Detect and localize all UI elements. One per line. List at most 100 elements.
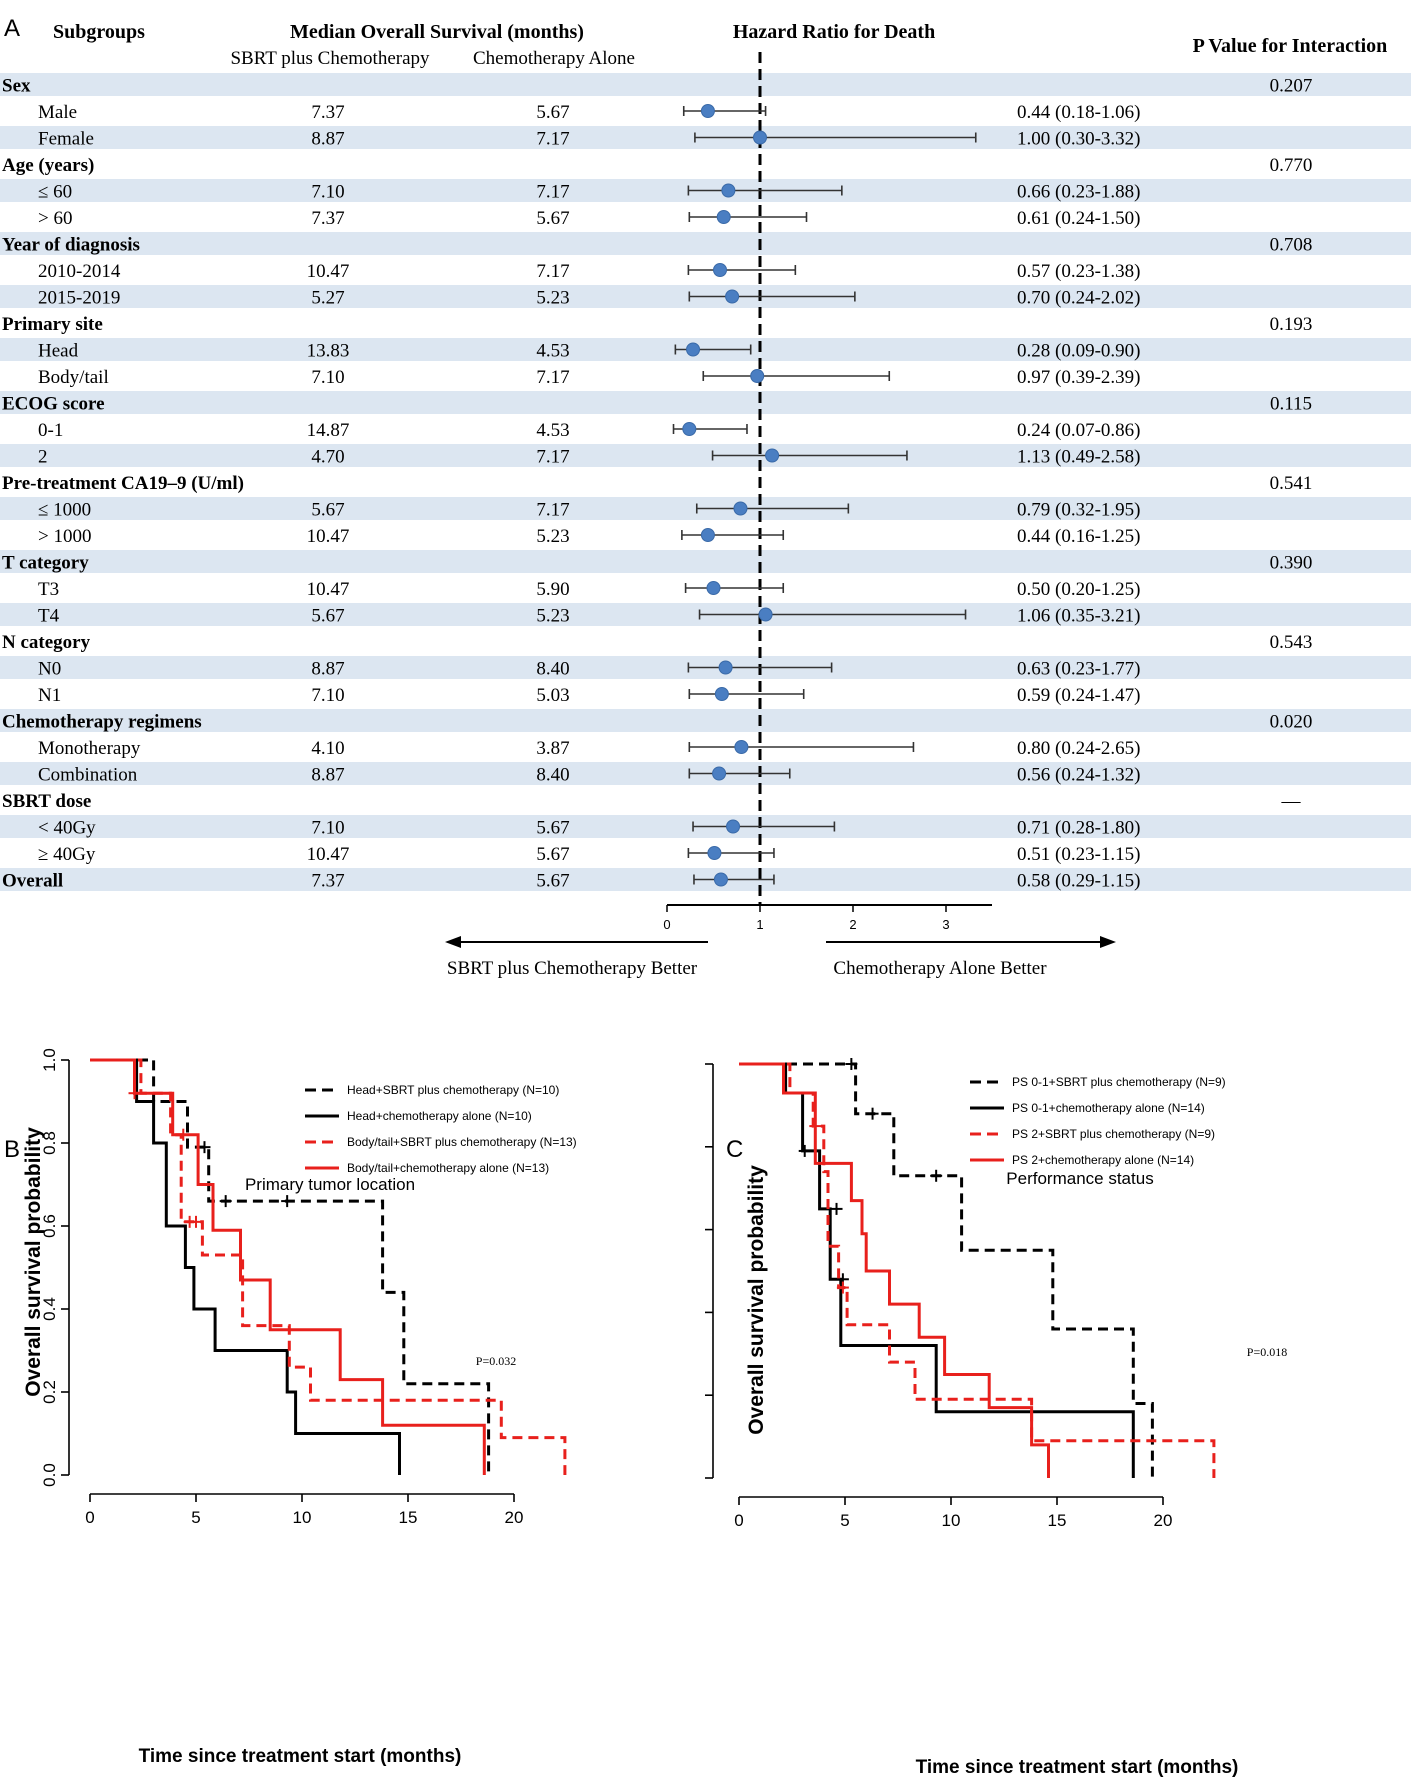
- row-band: [0, 550, 1411, 573]
- median-chemo: 7.17: [536, 447, 569, 468]
- median-chemo: 7.17: [536, 182, 569, 203]
- label-sbrt-better: SBRT plus Chemotherapy Better: [447, 958, 698, 979]
- median-sbrt: 7.37: [311, 208, 344, 229]
- header-col-sbrt: SBRT plus Chemotherapy: [230, 48, 430, 69]
- median-sbrt: 8.87: [311, 765, 344, 786]
- x-tick-label: 20: [1154, 1511, 1173, 1530]
- subgroup-label: Pre-treatment CA19–9 (U/ml): [2, 473, 244, 494]
- y-tick-label: 0.2: [40, 1380, 59, 1404]
- median-chemo: 7.17: [536, 261, 569, 282]
- hr-tick-label: 0: [663, 917, 670, 932]
- median-chemo: 5.67: [536, 208, 569, 229]
- p-value: 0.390: [1270, 553, 1313, 574]
- hr-ci-text: 0.80 (0.24-2.65): [1017, 738, 1140, 759]
- median-chemo: 5.23: [536, 288, 569, 309]
- p-value: —: [1281, 791, 1302, 812]
- arrow-right-head: [1100, 936, 1116, 948]
- subgroup-label: > 60: [38, 208, 72, 229]
- hr-ci-text: 0.66 (0.23-1.88): [1017, 182, 1140, 203]
- median-sbrt: 8.87: [311, 659, 344, 680]
- hr-tick-label: 3: [942, 917, 949, 932]
- subgroup-label: Age (years): [2, 155, 94, 176]
- median-chemo: 5.23: [536, 606, 569, 627]
- row-band: [0, 73, 1411, 96]
- hr-point: [725, 289, 740, 304]
- hr-ci-text: 0.71 (0.28-1.80): [1017, 818, 1140, 839]
- x-axis-label: Time since treatment start (months): [139, 1746, 462, 1767]
- hr-tick-label: 1: [756, 917, 763, 932]
- x-tick-label: 0: [734, 1511, 743, 1530]
- km-legend: PS 0-1+SBRT plus chemotherapy (N=9) PS 0-…: [970, 1075, 1226, 1167]
- median-sbrt: 7.10: [311, 685, 344, 706]
- subgroup-label: Head: [38, 341, 79, 362]
- subgroup-label: Overall: [2, 871, 63, 892]
- legend-label: Head+chemotherapy alone (N=10): [347, 1109, 532, 1123]
- hr-point: [713, 872, 728, 887]
- forest-rows: Sex 0.207 Male 7.37 5.67 0.44 (0.18-1.06) Fema…: [2, 76, 1312, 892]
- p-value: 0.193: [1270, 314, 1313, 335]
- x-tick-label: 15: [399, 1508, 418, 1527]
- y-tick-label: 0.4: [40, 1297, 59, 1321]
- panel-label-c: C: [726, 1136, 743, 1163]
- y-axis-label: Overall survival probability: [22, 1127, 45, 1397]
- hr-ci-text: 0.61 (0.24-1.50): [1017, 208, 1140, 229]
- median-sbrt: 5.67: [311, 606, 344, 627]
- hr-point: [706, 581, 721, 595]
- km-curves: [739, 1058, 1216, 1478]
- hr-point: [734, 740, 749, 754]
- median-sbrt: 10.47: [307, 261, 350, 282]
- median-chemo: 5.67: [536, 102, 569, 123]
- median-chemo: 4.53: [536, 341, 569, 362]
- y-tick-label: 1.0: [40, 1048, 59, 1072]
- x-tick-label: 5: [191, 1508, 200, 1527]
- hr-ci-text: 0.50 (0.20-1.25): [1017, 579, 1140, 600]
- label-chemo-better: Chemotherapy Alone Better: [833, 958, 1047, 979]
- hr-point: [716, 210, 731, 224]
- subgroup-label: 0-1: [38, 420, 63, 441]
- km-title: Performance status: [1006, 1169, 1153, 1188]
- hr-point: [713, 263, 728, 277]
- subgroup-label: Year of diagnosis: [2, 235, 140, 256]
- x-tick-label: 5: [840, 1511, 849, 1530]
- subgroup-label: Primary site: [2, 314, 103, 335]
- km-plot-primary-tumor-location: B Primary tumor location Overall surviva…: [4, 1048, 577, 1767]
- p-value: 0.020: [1270, 712, 1313, 733]
- median-chemo: 7.17: [536, 129, 569, 150]
- subgroup-label: Combination: [38, 765, 138, 786]
- km-curves: [90, 1058, 567, 1475]
- subgroup-label: ≤ 60: [38, 182, 72, 203]
- median-sbrt: 4.70: [311, 447, 344, 468]
- median-chemo: 5.67: [536, 871, 569, 892]
- hr-ci-text: 0.44 (0.18-1.06): [1017, 102, 1140, 123]
- header-hr: Hazard Ratio for Death: [733, 21, 935, 43]
- hr-tick-label: 2: [849, 917, 856, 932]
- median-sbrt: 4.10: [311, 738, 344, 759]
- subgroup-label: Body/tail: [38, 367, 109, 388]
- subgroup-label: Chemotherapy regimens: [2, 712, 202, 733]
- km-series-3: [90, 1058, 486, 1475]
- hr-point: [712, 766, 727, 781]
- p-value: 0.543: [1270, 632, 1313, 653]
- km-series-3: [739, 1062, 1050, 1478]
- hr-point: [721, 183, 736, 198]
- hr-ci-text: 0.28 (0.09-0.90): [1017, 341, 1140, 362]
- hr-ci-text: 0.70 (0.24-2.02): [1017, 288, 1140, 309]
- hr-ci-text: 0.59 (0.24-1.47): [1017, 685, 1140, 706]
- header-p-value: P Value for Interaction: [1193, 35, 1388, 57]
- hr-point: [686, 342, 701, 357]
- subgroup-label: Monotherapy: [38, 738, 141, 759]
- subgroup-label: Sex: [2, 76, 31, 97]
- median-sbrt: 14.87: [307, 420, 350, 441]
- x-axis-label: Time since treatment start (months): [916, 1757, 1239, 1778]
- subgroup-label: T3: [38, 579, 59, 600]
- x-tick-label: 10: [942, 1511, 961, 1530]
- y-tick-label: 0.0: [40, 1463, 59, 1487]
- hr-ci-text: 0.57 (0.23-1.38): [1017, 261, 1140, 282]
- header-median-os: Median Overall Survival (months): [290, 21, 584, 43]
- median-chemo: 5.23: [536, 526, 569, 547]
- p-value: P=0.032: [476, 1354, 516, 1368]
- hr-point: [700, 528, 715, 542]
- row-band: [0, 232, 1411, 255]
- hr-point: [758, 607, 773, 622]
